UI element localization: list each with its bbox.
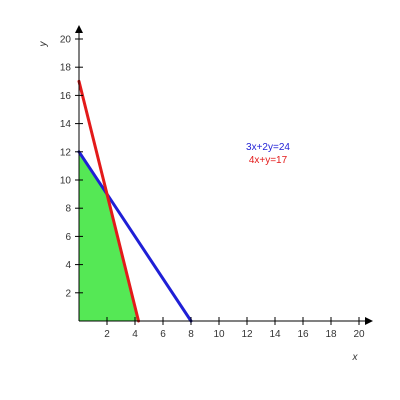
y-axis-label: y (38, 41, 49, 48)
feasible-region (79, 151, 139, 321)
x-tick-label-14: 14 (269, 329, 281, 340)
legend-entry-4x-y-17: 4x+y=17 (249, 155, 288, 166)
x-axis-label: x (352, 352, 359, 363)
y-tick-label-18: 18 (60, 63, 72, 74)
y-tick-label-14: 14 (60, 119, 72, 130)
x-tick-label-12: 12 (241, 329, 253, 340)
y-tick-label-10: 10 (60, 176, 72, 187)
y-tick-label-4: 4 (65, 260, 71, 271)
x-tick-label-4: 4 (132, 329, 138, 340)
line-4x-y-17 (77, 79, 140, 323)
x-tick-label-10: 10 (213, 329, 225, 340)
x-tick-label-20: 20 (353, 329, 365, 340)
y-tick-label-16: 16 (60, 91, 72, 102)
y-tick-label-8: 8 (65, 204, 71, 215)
y-axis-arrow (75, 25, 83, 33)
x-tick-label-18: 18 (325, 329, 337, 340)
y-ticks: 2 4 6 8 10 12 14 16 18 20 (60, 35, 83, 299)
y-tick-label-2: 2 (65, 288, 71, 299)
x-axis-arrow (365, 317, 373, 325)
legend-entry-3x-2y-24: 3x+2y=24 (246, 142, 290, 153)
line-3x-2y-24 (77, 150, 193, 323)
x-tick-label-6: 6 (160, 329, 166, 340)
x-tick-label-2: 2 (104, 329, 110, 340)
x-tick-label-16: 16 (297, 329, 309, 340)
x-tick-label-8: 8 (188, 329, 194, 340)
x-ticks: 2 4 6 8 10 12 14 16 18 20 (104, 317, 365, 340)
axes (75, 25, 373, 325)
y-tick-label-6: 6 (65, 232, 71, 243)
y-tick-label-20: 20 (60, 35, 72, 46)
y-tick-label-12: 12 (60, 147, 72, 158)
